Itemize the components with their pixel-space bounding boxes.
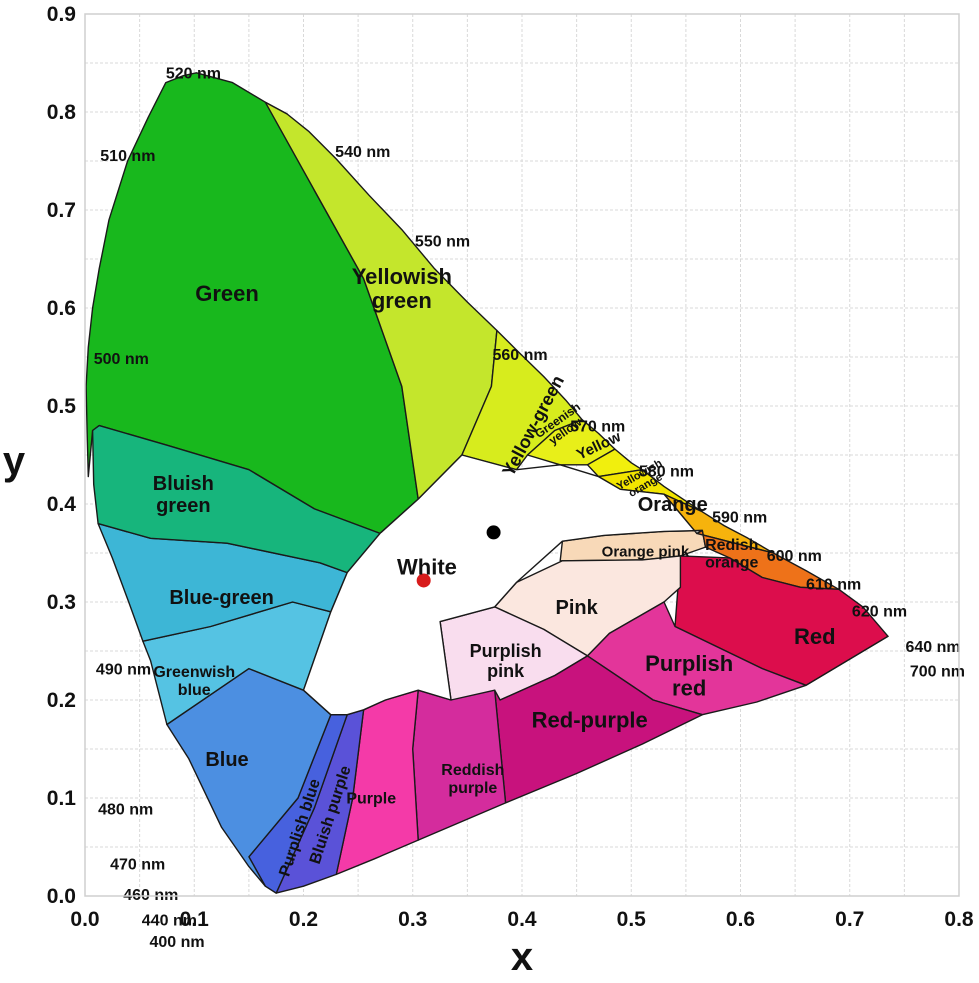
x-tick-label: 0.1 — [180, 908, 210, 931]
x-axis-title: x — [511, 935, 533, 979]
y-tick-label: 0.4 — [47, 493, 77, 516]
region-yellowish-green — [264, 101, 498, 500]
y-tick-label: 0.6 — [47, 297, 76, 320]
label-red-purple: Red-purple — [532, 707, 648, 732]
label-purplish-red: Purplish red — [645, 651, 733, 700]
label-reddish-purple: Reddish purple — [441, 762, 504, 797]
x-tick-label: 0.6 — [726, 908, 755, 931]
wavelength-label: 510 nm — [100, 148, 155, 165]
x-tick-label: 0.0 — [70, 908, 99, 931]
plot-frame — [84, 13, 960, 897]
white-points — [416, 525, 501, 588]
label-pink: Pink — [556, 597, 599, 619]
label-blue: Blue — [205, 749, 248, 771]
wavelength-label: 590 nm — [712, 510, 767, 527]
region-red-purple — [494, 655, 703, 804]
axis-ticks: 0.0 0.1 0.2 0.3 0.4 0.5 0.6 0.7 0.8 0.0 0.1 0.2 0.3 0… — [47, 3, 974, 931]
label-greenwish-blue: Greenwish blue — [153, 664, 235, 699]
wavelength-label: 500 nm — [94, 351, 149, 368]
wavelength-label: 400 nm — [149, 934, 204, 951]
label-white: White — [397, 554, 457, 579]
region-bluish-green — [91, 424, 381, 574]
wavelength-label: 520 nm — [166, 66, 221, 83]
y-tick-label: 0.7 — [47, 199, 76, 222]
x-tick-label: 0.5 — [617, 908, 647, 931]
black-point — [486, 525, 501, 540]
y-tick-label: 0.1 — [47, 787, 77, 810]
label-yellowish-green: Yellowish green — [352, 264, 452, 313]
wavelength-label: 610 nm — [806, 576, 861, 593]
x-tick-label: 0.4 — [507, 908, 537, 931]
y-tick-label: 0.2 — [47, 689, 76, 712]
label-orange: Orange — [638, 494, 708, 516]
wavelength-label: 470 nm — [110, 857, 165, 874]
color-regions — [85, 72, 889, 894]
wavelength-label: 480 nm — [98, 802, 153, 819]
label-green: Green — [195, 281, 259, 306]
x-tick-label: 0.3 — [398, 908, 427, 931]
region-purplish-red — [586, 601, 889, 716]
label-purple: Purple — [346, 791, 396, 808]
red-point — [416, 573, 431, 588]
wavelength-labels: 520 nm 510 nm 540 nm 550 nm 560 nm 500 nm 570 … — [94, 66, 965, 951]
label-red: Red — [794, 624, 836, 649]
wavelength-label: 490 nm — [96, 662, 151, 679]
y-tick-label: 0.9 — [47, 3, 76, 26]
x-tick-label: 0.7 — [835, 908, 864, 931]
wavelength-label: 540 nm — [335, 144, 390, 161]
wavelength-label: 640 nm — [905, 639, 960, 656]
y-tick-label: 0.5 — [47, 395, 77, 418]
wavelength-label: 550 nm — [415, 233, 470, 250]
y-tick-label: 0.3 — [47, 591, 76, 614]
wavelength-label: 560 nm — [493, 347, 548, 364]
wavelength-label: 700 nm — [910, 663, 965, 680]
x-tick-label: 0.8 — [944, 908, 974, 931]
y-axis-title: y — [3, 439, 26, 483]
wavelength-label: 620 nm — [852, 604, 907, 621]
label-bluish-green: Bluish green — [153, 473, 214, 517]
label-orange-pink: Orange pink — [602, 543, 690, 560]
wavelength-label: 570 nm — [570, 418, 625, 435]
white-region — [302, 454, 703, 716]
region-white — [302, 454, 703, 716]
label-blue-green: Blue-green — [169, 587, 273, 609]
x-tick-label: 0.2 — [289, 908, 318, 931]
y-tick-label: 0.0 — [47, 885, 76, 908]
y-tick-label: 0.8 — [47, 101, 77, 124]
wavelength-label: 440 nm — [142, 912, 197, 929]
wavelength-label: 600 nm — [767, 548, 822, 565]
region-greenish-yellow — [526, 419, 616, 466]
label-redish-orange: Redish orange — [705, 537, 758, 572]
label-purplish-pink: Purplish pink — [470, 641, 542, 681]
wavelength-label: 580 nm — [639, 464, 694, 481]
